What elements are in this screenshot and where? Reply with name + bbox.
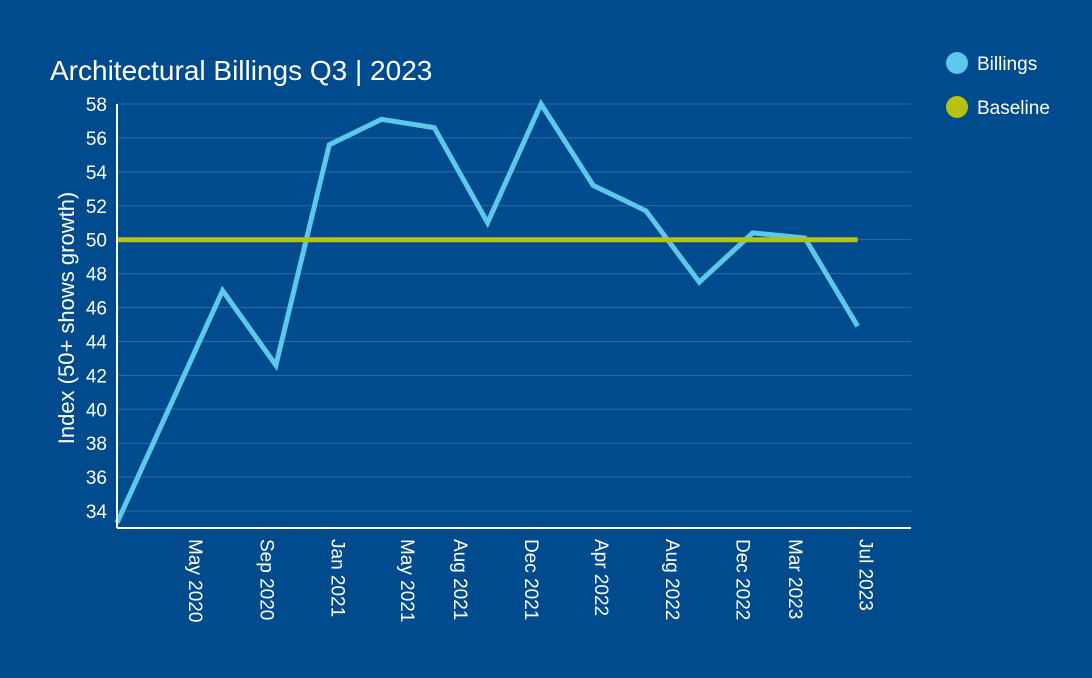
y-tick-label: 44 <box>86 332 108 353</box>
x-tick-labels: May 2020 Sep 2020 Jan 2021 May 2021 Aug 2021… <box>184 539 875 622</box>
x-tick-label: Aug 2021 <box>449 539 470 620</box>
x-tick-label: Dec 2022 <box>732 539 753 620</box>
y-tick-label: 42 <box>86 366 107 387</box>
x-tick-label: Jan 2021 <box>326 539 347 617</box>
x-tick-label: Aug 2022 <box>661 539 682 620</box>
series-lines <box>114 98 860 524</box>
x-tick-label: Mar 2023 <box>784 539 805 619</box>
y-tick-label: 58 <box>86 95 107 116</box>
y-tick-label: 34 <box>86 502 108 523</box>
grid-lines <box>117 103 911 512</box>
y-tick-label: 54 <box>86 163 108 184</box>
y-tick-label: 48 <box>86 265 107 286</box>
legend-label-billings: Billings <box>977 54 1037 75</box>
x-tick-label: May 2021 <box>396 539 417 622</box>
legend-marker-billings <box>946 52 968 74</box>
y-tick-label: 46 <box>86 299 107 320</box>
y-tick-label: 52 <box>86 197 107 218</box>
x-tick-label: Apr 2022 <box>590 539 611 616</box>
x-tick-label: May 2020 <box>184 539 205 622</box>
legend-label-baseline: Baseline <box>977 98 1050 119</box>
x-tick-label: Jul 2023 <box>855 539 876 611</box>
chart-title: Architectural Billings Q3 | 2023 <box>50 55 432 86</box>
x-tick-label: Sep 2020 <box>256 539 277 620</box>
legend: Billings Baseline <box>946 52 1050 119</box>
y-tick-label: 36 <box>86 468 107 489</box>
y-axis-label: Index (50+ shows growth) <box>54 192 79 445</box>
y-tick-label: 38 <box>86 434 107 455</box>
y-tick-label: 50 <box>86 231 107 252</box>
y-tick-label: 56 <box>86 129 107 150</box>
y-tick-label: 40 <box>86 400 107 421</box>
y-tick-labels: 34 36 38 40 42 44 46 48 50 52 54 56 58 <box>86 95 108 523</box>
legend-marker-baseline <box>946 96 968 118</box>
x-tick-label: Dec 2021 <box>520 539 541 620</box>
